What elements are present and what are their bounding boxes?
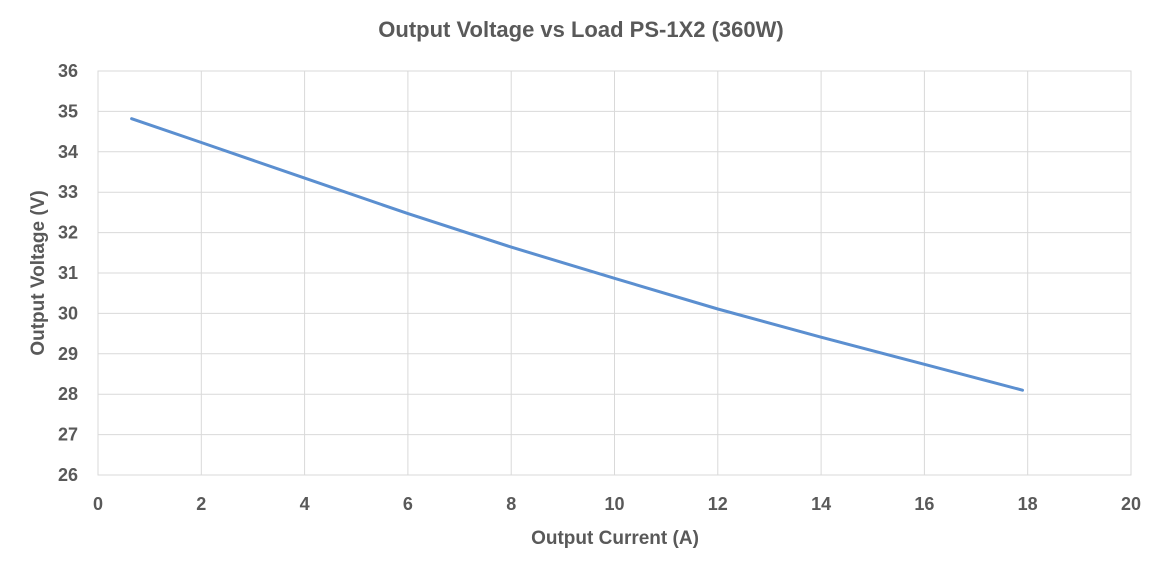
y-tick-label: 32: [58, 223, 78, 243]
y-tick-label: 31: [58, 263, 78, 283]
series-line: [130, 117, 1024, 392]
y-tick-label: 35: [58, 101, 78, 121]
y-tick-label: 27: [58, 425, 78, 445]
series-group: [130, 117, 1024, 392]
plot-area: [97, 70, 1132, 476]
y-tick-label: 36: [58, 61, 78, 81]
x-tick-label: 16: [914, 494, 934, 514]
chart-title: Output Voltage vs Load PS-1X2 (360W): [378, 17, 783, 42]
x-tick-label: 10: [604, 494, 624, 514]
y-axis-label: Output Voltage (V): [28, 190, 49, 355]
y-tick-label: 34: [58, 142, 78, 162]
x-tick-label: 18: [1018, 494, 1038, 514]
x-tick-label: 14: [811, 494, 831, 514]
y-tick-label: 29: [58, 344, 78, 364]
x-tick-label: 8: [506, 494, 516, 514]
x-axis-ticks: 0 2 4 6 8 10 12 14 16 18 20: [93, 494, 1141, 514]
x-tick-label: 0: [93, 494, 103, 514]
x-axis-label: Output Current (A): [531, 528, 699, 549]
x-tick-label: 2: [196, 494, 206, 514]
y-tick-label: 33: [58, 182, 78, 202]
x-tick-label: 12: [708, 494, 728, 514]
y-tick-label: 28: [58, 384, 78, 404]
x-tick-label: 6: [403, 494, 413, 514]
y-tick-label: 30: [58, 303, 78, 323]
x-tick-label: 20: [1121, 494, 1141, 514]
x-tick-label: 4: [300, 494, 310, 514]
y-tick-label: 26: [58, 465, 78, 485]
y-axis-ticks: 26 27 28 29 30 31 32 33 34 35 36: [58, 61, 78, 485]
grid: [97, 70, 1132, 476]
